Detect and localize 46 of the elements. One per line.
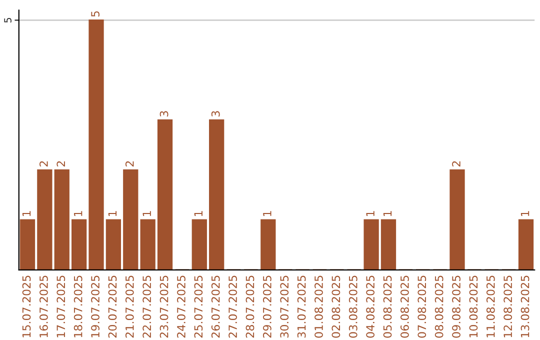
x-tick-label: 24.07.2025	[177, 276, 186, 338]
x-tick-label: 05.08.2025	[383, 276, 392, 338]
data-label: 1	[108, 211, 117, 216]
data-label: 3	[160, 111, 168, 116]
data-label: 5	[91, 11, 100, 17]
x-tick-label: 15.07.2025	[22, 276, 31, 338]
data-label: 2	[125, 161, 134, 166]
x-tick-label: 12.08.2025	[504, 276, 512, 338]
x-tick-label: 17.07.2025	[56, 276, 66, 338]
x-tick-label: 29.07.2025	[262, 276, 272, 338]
x-tick-label: 26.07.2025	[211, 276, 220, 338]
x-tick-label: 27.07.2025	[228, 276, 237, 338]
x-tick-label: 30.07.2025	[280, 276, 289, 338]
x-tick-label: 13.08.2025	[520, 276, 530, 338]
x-tick-label: 22.07.2025	[142, 276, 152, 338]
data-label: 1	[22, 211, 31, 216]
x-tick-label: 11.08.2025	[486, 276, 495, 338]
x-tick-label: 31.07.2025	[297, 276, 306, 338]
data-label: 1	[263, 211, 272, 216]
x-tick-label: 06.08.2025	[400, 276, 409, 338]
x-tick-label: 23.07.2025	[160, 276, 168, 338]
x-tick-label: 08.08.2025	[434, 276, 444, 338]
x-tick-label: 20.07.2025	[108, 276, 117, 338]
x-tick-label: 28.07.2025	[246, 276, 254, 338]
x-tick-label: 02.08.2025	[332, 276, 340, 338]
x-tick-label: 18.07.2025	[74, 276, 82, 338]
data-label: 1	[366, 211, 374, 216]
x-tick-label: 04.08.2025	[366, 276, 375, 338]
x-tick-label: 25.07.2025	[194, 276, 203, 338]
data-label: 1	[142, 211, 151, 216]
data-label: 1	[520, 211, 530, 216]
x-tick-label: 03.08.2025	[348, 276, 358, 338]
x-tick-label: 07.08.2025	[418, 276, 426, 338]
data-label: 2	[452, 161, 460, 166]
data-label: 3	[211, 111, 220, 116]
x-tick-label: 01.08.2025	[314, 276, 323, 338]
data-label: 1	[194, 211, 202, 216]
x-tick-label: 21.07.2025	[125, 276, 134, 338]
data-label: 1	[74, 211, 82, 216]
x-tick-label: 09.08.2025	[452, 276, 460, 338]
data-label: 1	[383, 211, 392, 216]
data-label: 2	[56, 161, 65, 166]
x-tick-label: 16.07.2025	[40, 276, 48, 338]
data-label: 2	[40, 161, 48, 166]
x-tick-label: 19.07.2025	[91, 276, 100, 338]
x-tick-label: 10.08.2025	[469, 276, 478, 338]
